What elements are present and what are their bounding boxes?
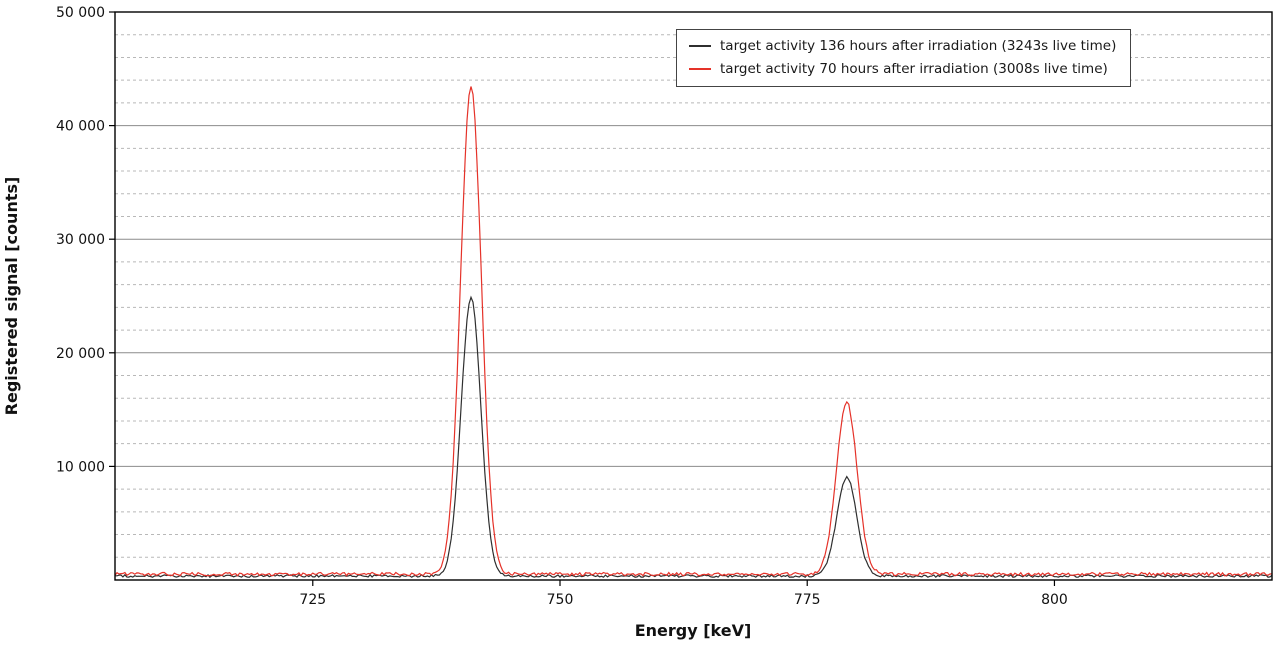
svg-text:750: 750 xyxy=(547,592,574,608)
y-axis-title: Registered signal [counts] xyxy=(2,177,21,416)
series-lines xyxy=(114,86,1273,579)
legend-label: target activity 136 hours after irradiat… xyxy=(720,38,1117,54)
legend-item: target activity 70 hours after irradiati… xyxy=(689,60,1116,78)
legend-item: target activity 136 hours after irradiat… xyxy=(689,37,1116,55)
svg-text:50 000: 50 000 xyxy=(56,5,105,21)
legend: target activity 136 hours after irradiat… xyxy=(676,29,1132,88)
svg-text:775: 775 xyxy=(794,592,821,608)
svg-text:800: 800 xyxy=(1041,592,1068,608)
svg-text:40 000: 40 000 xyxy=(56,119,105,135)
legend-label: target activity 70 hours after irradiati… xyxy=(720,61,1108,78)
gridlines xyxy=(115,34,1272,558)
svg-text:725: 725 xyxy=(299,592,326,608)
svg-text:10 000: 10 000 xyxy=(56,459,105,475)
tick-labels: 10 000 20 000 30 000 40 000 50 000 725 750 775 8… xyxy=(56,5,1068,608)
plot-frame xyxy=(114,11,1273,581)
svg-text:20 000: 20 000 xyxy=(56,346,105,362)
x-axis-title: Energy [keV] xyxy=(635,621,752,640)
svg-text:30 000: 30 000 xyxy=(56,232,105,248)
legend-line-red-icon xyxy=(689,68,711,71)
legend-line-black-icon xyxy=(689,45,711,48)
